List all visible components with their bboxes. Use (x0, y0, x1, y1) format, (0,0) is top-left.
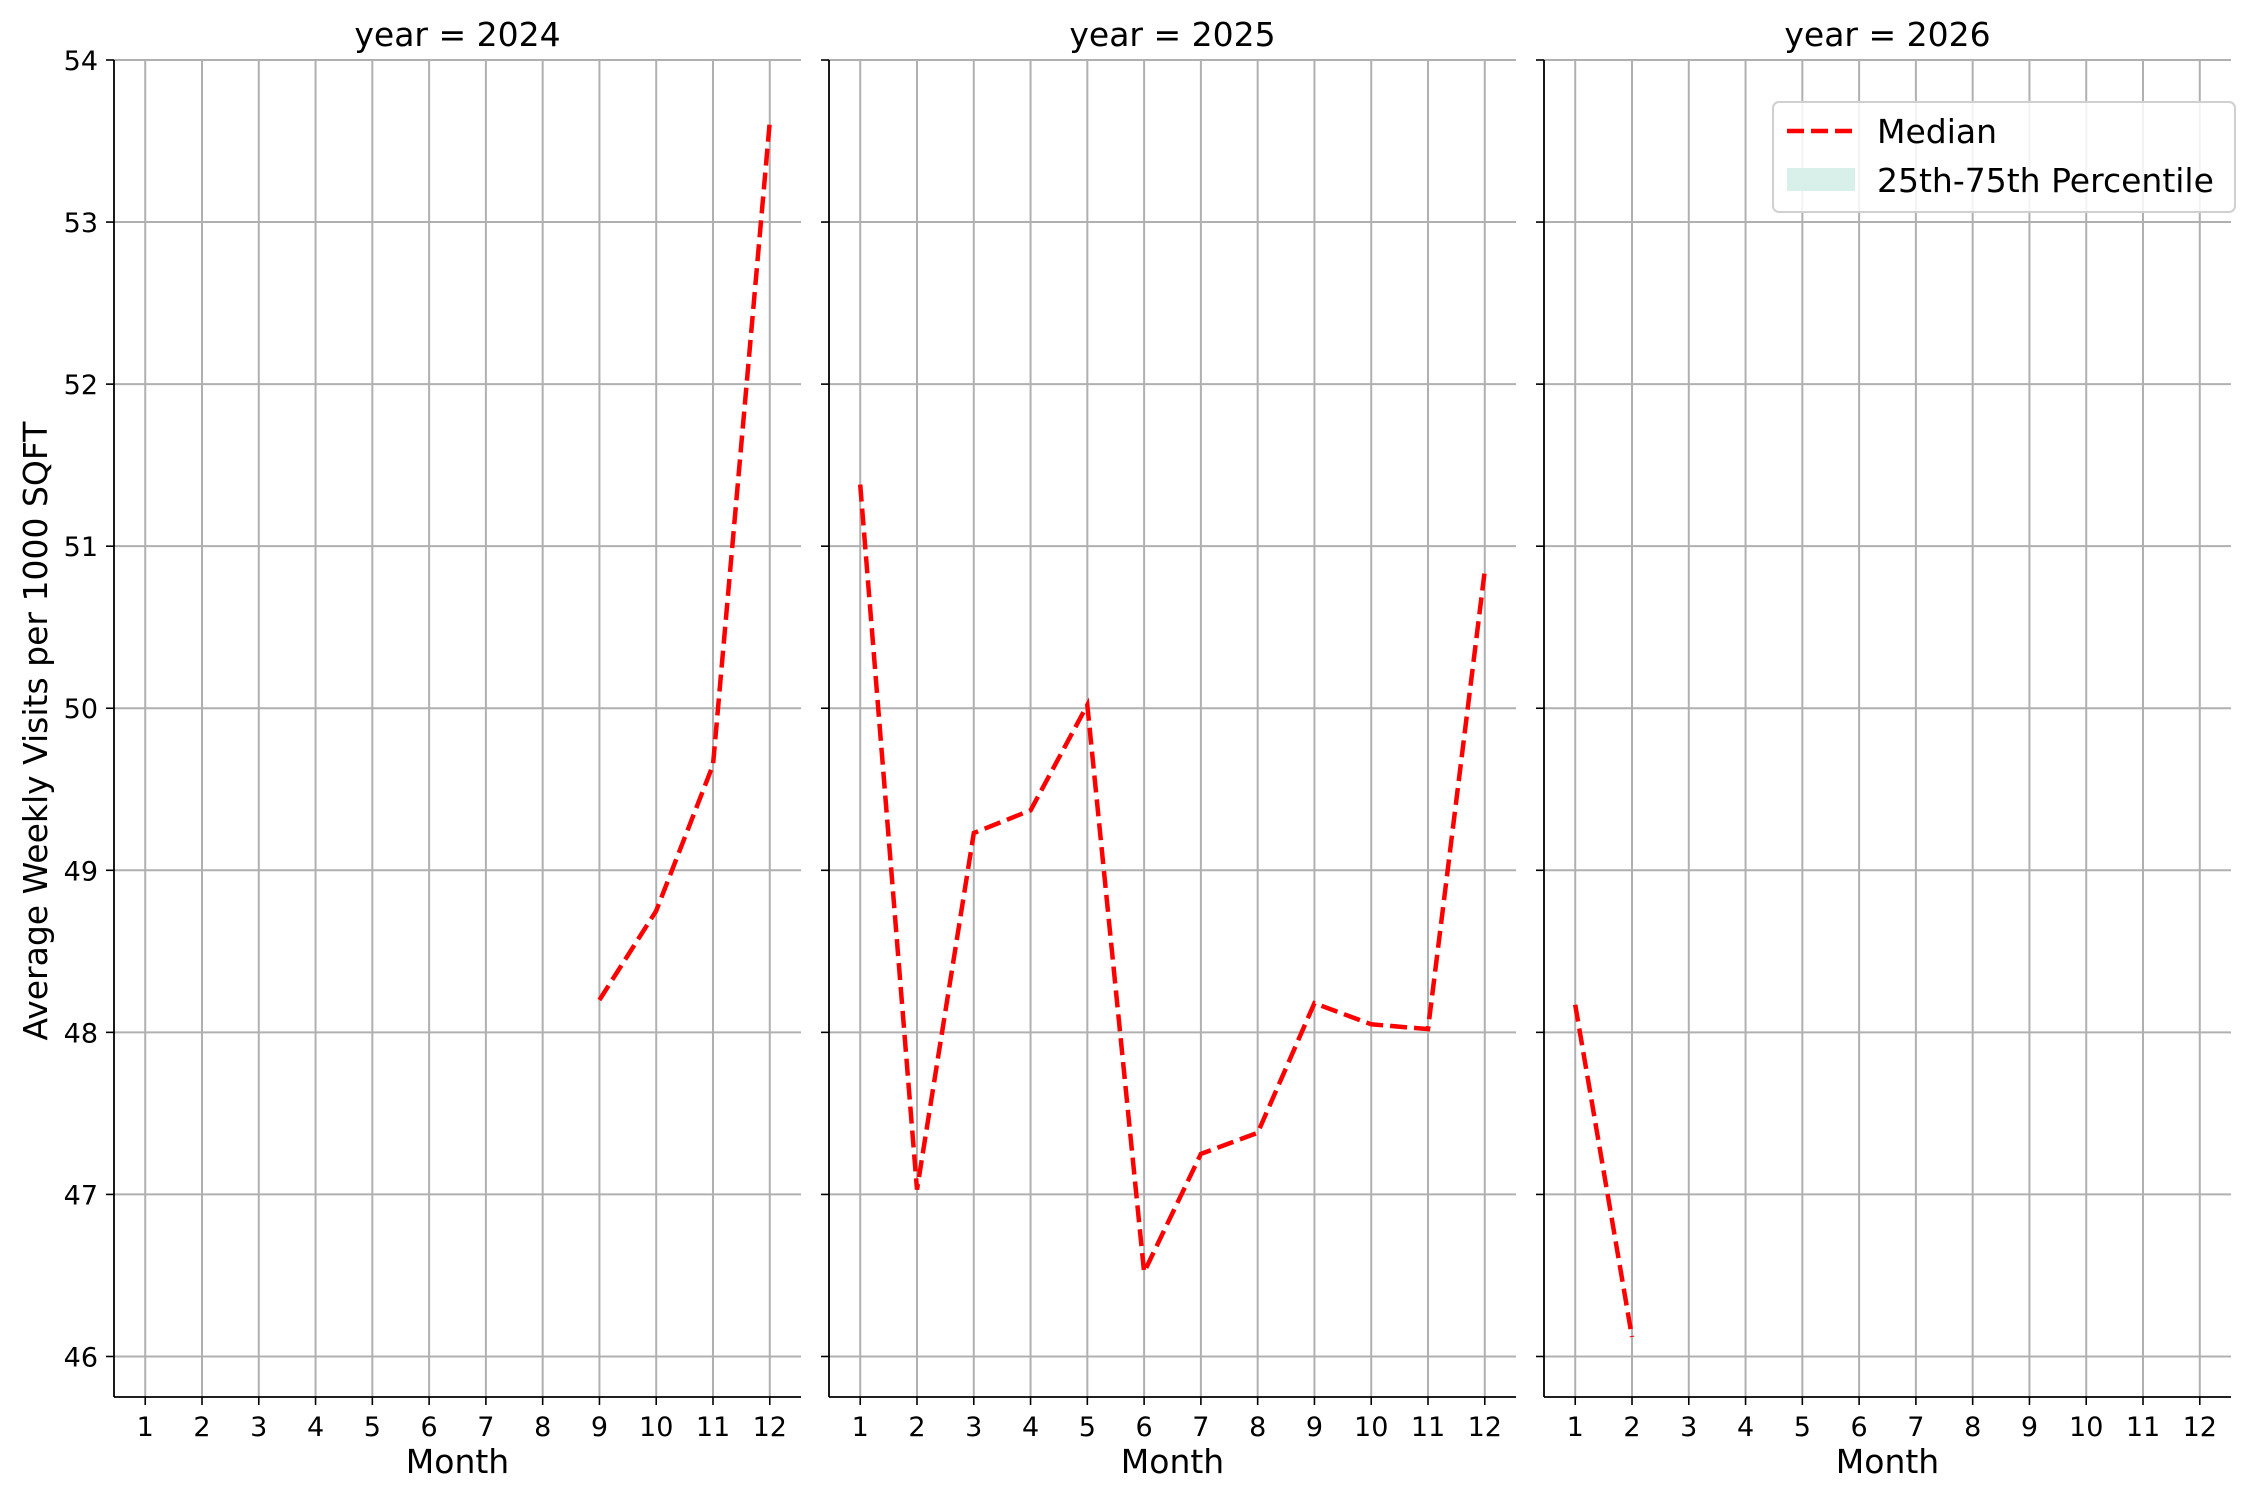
series-line-median (597, 121, 773, 1002)
y-tick-label: 47 (64, 1180, 98, 1211)
legend-swatch-percentile (1787, 168, 1855, 191)
legend: Median 25th-75th Percentile (1772, 101, 2236, 213)
x-tick-label: 9 (591, 1412, 608, 1443)
x-tick-label: 11 (696, 1412, 730, 1443)
series-line-median (857, 484, 1488, 1281)
x-tick-label: 3 (1680, 1412, 1697, 1443)
panel-title: year = 2026 (1784, 15, 1990, 54)
legend-label-median: Median (1877, 112, 1997, 151)
x-tick-label: 11 (1411, 1412, 1445, 1443)
y-tick-label: 49 (64, 856, 98, 887)
y-axis-label: Average Weekly Visits per 1000 SQFT (16, 421, 55, 1041)
x-tick-label: 3 (965, 1412, 982, 1443)
x-tick-label: 5 (364, 1412, 381, 1443)
x-tick-label: 6 (1136, 1412, 1153, 1443)
x-axis-label: Month (1121, 1442, 1224, 1481)
x-tick-label: 1 (1567, 1412, 1584, 1443)
x-tick-label: 4 (307, 1412, 324, 1443)
x-tick-label: 6 (1851, 1412, 1868, 1443)
series-line-median (1572, 1004, 1635, 1338)
x-tick-label: 12 (1468, 1412, 1502, 1443)
y-tick-label: 51 (64, 532, 98, 563)
x-tick-label: 12 (753, 1412, 787, 1443)
y-tick-label: 48 (64, 1018, 98, 1049)
y-tick-label: 46 (64, 1342, 98, 1373)
x-tick-label: 7 (1192, 1412, 1209, 1443)
x-tick-label: 10 (639, 1412, 673, 1443)
x-tick-label: 9 (1306, 1412, 1323, 1443)
legend-frame (1772, 101, 2236, 213)
x-tick-label: 11 (2126, 1412, 2160, 1443)
x-tick-label: 5 (1079, 1412, 1096, 1443)
x-tick-label: 7 (1907, 1412, 1924, 1443)
x-tick-label: 9 (2021, 1412, 2038, 1443)
x-tick-label: 10 (1354, 1412, 1388, 1443)
x-tick-label: 7 (477, 1412, 494, 1443)
y-tick-label: 50 (64, 694, 98, 725)
y-tick-label: 52 (64, 370, 98, 401)
x-tick-label: 4 (1737, 1412, 1754, 1443)
x-tick-label: 2 (193, 1412, 210, 1443)
y-tick-label: 53 (64, 208, 98, 239)
x-tick-label: 1 (137, 1412, 154, 1443)
x-tick-label: 8 (534, 1412, 551, 1443)
x-tick-label: 8 (1249, 1412, 1266, 1443)
x-tick-label: 10 (2069, 1412, 2103, 1443)
x-tick-label: 4 (1022, 1412, 1039, 1443)
x-tick-label: 8 (1964, 1412, 1981, 1443)
x-tick-label: 5 (1794, 1412, 1811, 1443)
x-tick-label: 1 (852, 1412, 869, 1443)
y-tick-label: 54 (64, 46, 98, 77)
x-tick-label: 2 (908, 1412, 925, 1443)
x-axis-label: Month (1836, 1442, 1939, 1481)
panel-title: year = 2024 (354, 15, 560, 54)
x-tick-label: 6 (421, 1412, 438, 1443)
x-tick-label: 3 (250, 1412, 267, 1443)
x-tick-label: 12 (2183, 1412, 2217, 1443)
legend-label-percentile: 25th-75th Percentile (1877, 161, 2214, 200)
panel-title: year = 2025 (1069, 15, 1275, 54)
x-tick-label: 2 (1623, 1412, 1640, 1443)
x-axis-label: Month (406, 1442, 509, 1481)
